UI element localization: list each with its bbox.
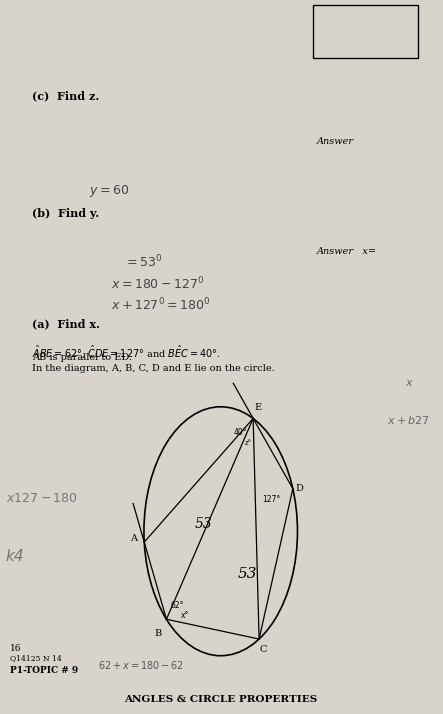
Text: $x  =  180-127^0$: $x = 180-127^0$	[111, 275, 204, 292]
Text: E: E	[254, 403, 261, 412]
Text: In the diagram, A, B, C, D and E lie on the circle.: In the diagram, A, B, C, D and E lie on …	[32, 364, 275, 373]
Text: Answer   x=: Answer x=	[317, 247, 377, 256]
Text: (b)  Find y.: (b) Find y.	[32, 208, 99, 218]
Text: P1-TOPIC # 9: P1-TOPIC # 9	[10, 666, 78, 675]
Text: 62°: 62°	[171, 600, 184, 610]
Text: A: A	[130, 534, 137, 543]
Text: 53: 53	[237, 567, 257, 581]
FancyBboxPatch shape	[313, 5, 418, 59]
Text: $x$: $x$	[405, 378, 414, 388]
Text: 16: 16	[10, 643, 22, 653]
Text: $x127-180$: $x127-180$	[6, 492, 78, 505]
Text: 53: 53	[194, 517, 212, 531]
Text: 40°: 40°	[233, 428, 247, 437]
Text: $x+b27$: $x+b27$	[387, 414, 430, 426]
Text: $\hat{A}BE = 62°$, $\hat{C}DE = 127°$ and $B\hat{E}C = 40°$.: $\hat{A}BE = 62°$, $\hat{C}DE = 127°$ an…	[32, 343, 221, 360]
Text: x°: x°	[181, 611, 189, 620]
Text: Q14125 N 14: Q14125 N 14	[10, 654, 62, 663]
Text: ANGLES & CIRCLE PROPERTIES: ANGLES & CIRCLE PROPERTIES	[124, 695, 317, 704]
Text: z°: z°	[245, 441, 253, 446]
Text: Answer: Answer	[317, 136, 354, 146]
Text: $y=60$: $y=60$	[89, 183, 129, 198]
Text: (c)  Find z.: (c) Find z.	[32, 90, 99, 101]
Text: k4: k4	[6, 549, 24, 564]
Text: B: B	[154, 629, 161, 638]
Text: D: D	[295, 484, 303, 493]
Text: C: C	[260, 645, 267, 654]
Text: AB is parallel to ED.: AB is parallel to ED.	[32, 353, 132, 363]
Text: (a)  Find x.: (a) Find x.	[32, 318, 100, 329]
Text: $x+127^0=180^0$: $x+127^0=180^0$	[111, 296, 210, 313]
Text: $= 53^0$: $= 53^0$	[124, 254, 163, 271]
Text: 127°: 127°	[262, 495, 280, 504]
Text: $62+x=180-62$: $62+x=180-62$	[98, 659, 184, 671]
